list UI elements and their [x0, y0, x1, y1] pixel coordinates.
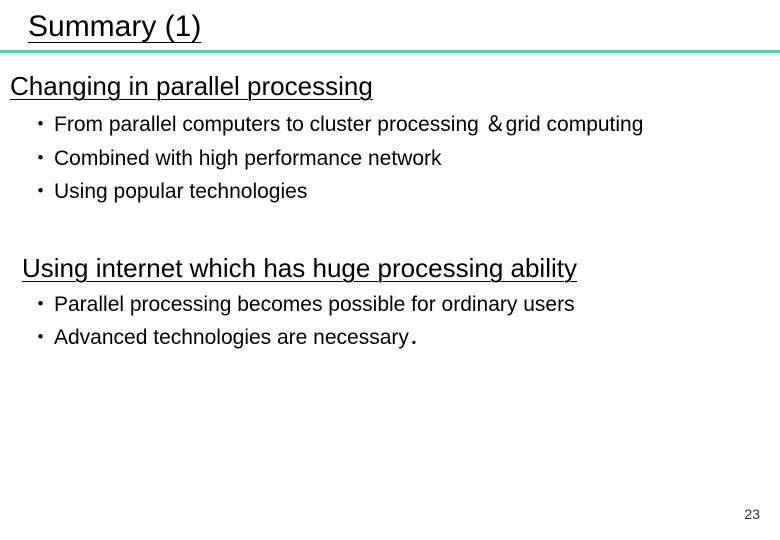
bullet-list-2: Parallel processing becomes possible for…	[0, 288, 780, 355]
section-heading-changing: Changing in parallel processing	[0, 53, 780, 108]
slide-title: Summary (1)	[0, 0, 780, 48]
list-item: Using popular technologies	[30, 175, 780, 209]
page-number: 23	[744, 506, 760, 522]
bullet-list-1: From parallel computers to cluster proce…	[0, 108, 780, 209]
list-item: From parallel computers to cluster proce…	[30, 108, 780, 142]
list-item: Combined with high performance network	[30, 142, 780, 176]
list-item: Parallel processing becomes possible for…	[30, 288, 780, 322]
section-heading-internet: Using internet which has huge processing…	[0, 209, 780, 288]
list-item: Advanced technologies are necessary．	[30, 321, 780, 355]
